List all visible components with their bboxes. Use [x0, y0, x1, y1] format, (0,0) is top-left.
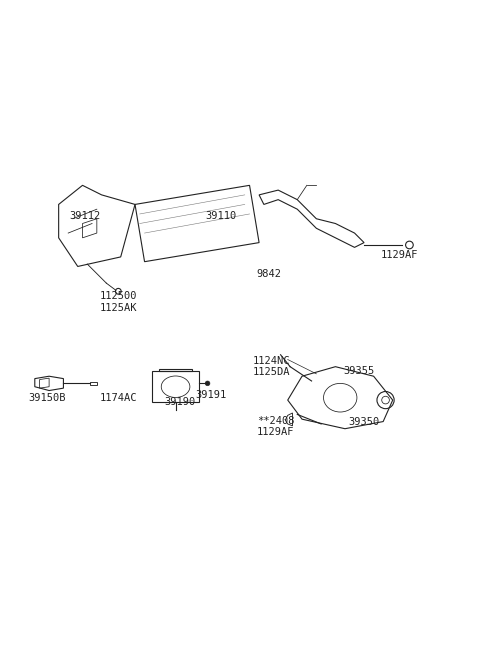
Text: 1174AC: 1174AC — [99, 393, 137, 403]
Text: 1129AF: 1129AF — [381, 250, 419, 260]
Text: 39190: 39190 — [165, 397, 196, 407]
Text: 1124NC
1125DA: 1124NC 1125DA — [252, 356, 290, 378]
Text: 39350: 39350 — [348, 417, 380, 426]
Circle shape — [205, 381, 210, 386]
Text: 9842: 9842 — [256, 269, 281, 279]
Text: 39150B: 39150B — [28, 393, 65, 403]
Text: **2408
1129AF: **2408 1129AF — [257, 415, 295, 437]
Text: 39355: 39355 — [344, 367, 375, 376]
Text: 39112: 39112 — [69, 212, 100, 221]
Text: 39110: 39110 — [205, 212, 237, 221]
Text: 112500
1125AK: 112500 1125AK — [99, 292, 137, 313]
Text: 39191: 39191 — [196, 390, 227, 400]
